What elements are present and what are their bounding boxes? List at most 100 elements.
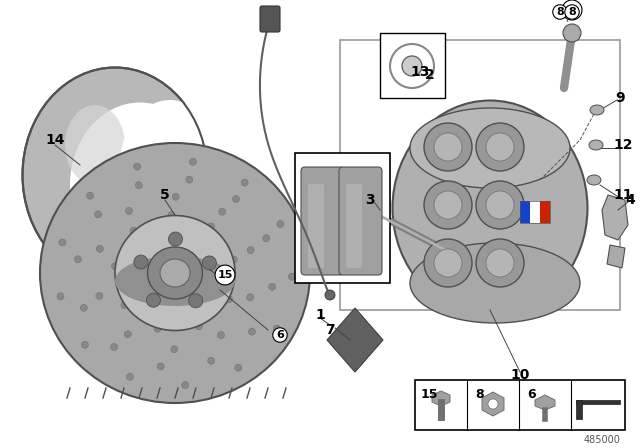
Circle shape xyxy=(212,263,220,270)
Ellipse shape xyxy=(410,243,580,323)
Text: 11: 11 xyxy=(613,188,633,202)
FancyBboxPatch shape xyxy=(301,167,344,275)
Text: 5: 5 xyxy=(160,188,170,202)
Circle shape xyxy=(219,208,226,215)
Circle shape xyxy=(273,325,280,332)
Circle shape xyxy=(186,176,193,183)
Circle shape xyxy=(171,346,178,353)
Circle shape xyxy=(424,123,472,171)
Circle shape xyxy=(476,181,524,229)
Circle shape xyxy=(434,191,462,219)
Ellipse shape xyxy=(115,215,235,331)
Circle shape xyxy=(131,276,138,283)
Text: 10: 10 xyxy=(510,368,530,382)
Circle shape xyxy=(121,302,128,308)
Text: 12: 12 xyxy=(613,138,633,152)
Circle shape xyxy=(59,239,66,246)
Circle shape xyxy=(147,302,154,309)
Circle shape xyxy=(225,296,232,302)
Circle shape xyxy=(147,293,161,307)
Text: 7: 7 xyxy=(325,323,335,337)
Polygon shape xyxy=(576,400,620,404)
Circle shape xyxy=(230,256,237,263)
Circle shape xyxy=(195,323,202,330)
Circle shape xyxy=(486,191,514,219)
Circle shape xyxy=(196,237,203,244)
Circle shape xyxy=(81,341,88,348)
Ellipse shape xyxy=(120,100,220,230)
Polygon shape xyxy=(482,392,504,416)
Text: 8: 8 xyxy=(568,7,576,17)
Ellipse shape xyxy=(590,105,604,115)
Ellipse shape xyxy=(115,256,235,306)
Ellipse shape xyxy=(392,100,588,315)
Circle shape xyxy=(165,230,172,237)
Circle shape xyxy=(125,207,132,215)
FancyBboxPatch shape xyxy=(346,184,362,268)
Circle shape xyxy=(138,246,145,253)
Bar xyxy=(540,201,550,223)
Circle shape xyxy=(135,182,142,189)
FancyBboxPatch shape xyxy=(260,6,280,32)
Circle shape xyxy=(168,232,182,246)
FancyBboxPatch shape xyxy=(339,167,382,275)
Circle shape xyxy=(241,179,248,186)
Ellipse shape xyxy=(147,247,202,299)
Circle shape xyxy=(189,158,196,165)
Circle shape xyxy=(126,373,133,380)
Circle shape xyxy=(563,24,581,42)
Text: 6: 6 xyxy=(276,330,284,340)
Circle shape xyxy=(74,256,81,263)
Text: 13: 13 xyxy=(410,65,429,79)
Ellipse shape xyxy=(40,253,310,303)
Circle shape xyxy=(235,364,242,371)
Text: 1: 1 xyxy=(315,308,325,322)
Circle shape xyxy=(325,290,335,300)
Circle shape xyxy=(434,249,462,277)
Bar xyxy=(530,201,540,223)
Circle shape xyxy=(289,273,296,280)
Ellipse shape xyxy=(587,175,601,185)
Circle shape xyxy=(207,223,214,230)
Circle shape xyxy=(390,44,434,88)
Ellipse shape xyxy=(589,140,603,150)
Text: 3: 3 xyxy=(365,193,375,207)
Circle shape xyxy=(111,263,118,270)
Circle shape xyxy=(154,325,161,332)
Circle shape xyxy=(269,283,276,290)
Polygon shape xyxy=(607,245,625,268)
Circle shape xyxy=(134,163,141,170)
Circle shape xyxy=(130,227,137,234)
Circle shape xyxy=(486,249,514,277)
Polygon shape xyxy=(535,395,555,410)
Circle shape xyxy=(263,235,269,242)
Ellipse shape xyxy=(65,105,125,185)
Text: 14: 14 xyxy=(45,133,65,147)
Circle shape xyxy=(424,181,472,229)
Circle shape xyxy=(218,332,225,339)
Text: 15: 15 xyxy=(218,270,233,280)
Circle shape xyxy=(80,304,87,311)
Circle shape xyxy=(57,293,64,300)
Text: 6: 6 xyxy=(527,388,536,401)
Circle shape xyxy=(172,193,179,200)
Polygon shape xyxy=(602,195,628,240)
Circle shape xyxy=(124,331,131,338)
Text: 8: 8 xyxy=(556,7,564,17)
Circle shape xyxy=(277,220,284,228)
Circle shape xyxy=(248,328,255,335)
Circle shape xyxy=(207,357,214,364)
Circle shape xyxy=(95,211,102,218)
Bar xyxy=(415,380,625,430)
Circle shape xyxy=(86,192,93,199)
Circle shape xyxy=(111,344,118,350)
Circle shape xyxy=(434,133,462,161)
Ellipse shape xyxy=(70,103,210,267)
Bar xyxy=(520,201,550,223)
Polygon shape xyxy=(432,391,450,406)
Circle shape xyxy=(488,399,498,409)
Circle shape xyxy=(178,309,185,316)
Circle shape xyxy=(202,256,216,270)
Circle shape xyxy=(232,195,239,202)
Circle shape xyxy=(134,255,148,269)
